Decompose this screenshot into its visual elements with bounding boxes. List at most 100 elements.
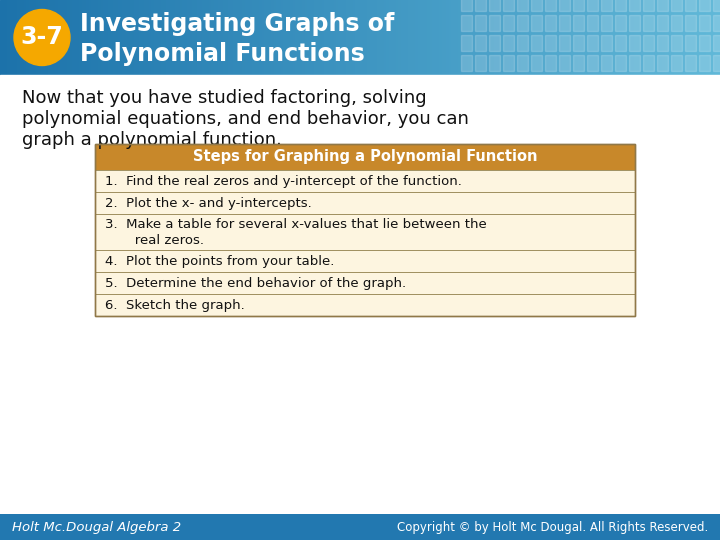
Polygon shape	[84, 0, 86, 75]
FancyBboxPatch shape	[95, 250, 635, 272]
Polygon shape	[153, 0, 156, 75]
Polygon shape	[552, 0, 554, 75]
Polygon shape	[675, 0, 677, 75]
Polygon shape	[336, 0, 338, 75]
FancyBboxPatch shape	[95, 192, 635, 214]
Polygon shape	[329, 0, 331, 75]
Text: 6.  Sketch the graph.: 6. Sketch the graph.	[105, 299, 245, 312]
Polygon shape	[199, 0, 202, 75]
Polygon shape	[686, 0, 689, 75]
Polygon shape	[202, 0, 204, 75]
Polygon shape	[382, 0, 384, 75]
Polygon shape	[513, 0, 516, 75]
Polygon shape	[487, 0, 490, 75]
Polygon shape	[216, 0, 218, 75]
Polygon shape	[713, 0, 720, 11]
Polygon shape	[163, 0, 166, 75]
Polygon shape	[103, 0, 106, 75]
Polygon shape	[672, 0, 675, 75]
Polygon shape	[657, 0, 668, 11]
Polygon shape	[175, 0, 178, 75]
Polygon shape	[699, 55, 710, 71]
Polygon shape	[362, 0, 365, 75]
Polygon shape	[223, 0, 225, 75]
Polygon shape	[489, 55, 500, 71]
Polygon shape	[528, 0, 531, 75]
Polygon shape	[713, 0, 715, 75]
Polygon shape	[587, 55, 598, 71]
Polygon shape	[233, 0, 235, 75]
Polygon shape	[646, 0, 648, 75]
Polygon shape	[526, 0, 528, 75]
Polygon shape	[369, 0, 372, 75]
Polygon shape	[5, 0, 7, 75]
Polygon shape	[466, 0, 468, 75]
Polygon shape	[377, 0, 379, 75]
Polygon shape	[405, 0, 408, 75]
Polygon shape	[634, 0, 636, 75]
Polygon shape	[367, 0, 369, 75]
Polygon shape	[245, 0, 247, 75]
Polygon shape	[641, 0, 643, 75]
Polygon shape	[643, 0, 646, 75]
Text: 3-7: 3-7	[21, 25, 63, 50]
Polygon shape	[516, 0, 518, 75]
Polygon shape	[509, 0, 511, 75]
Polygon shape	[531, 0, 533, 75]
Polygon shape	[477, 0, 480, 75]
Polygon shape	[576, 0, 578, 75]
Polygon shape	[617, 0, 619, 75]
Polygon shape	[132, 0, 135, 75]
Polygon shape	[504, 0, 506, 75]
Polygon shape	[230, 0, 233, 75]
Polygon shape	[587, 35, 598, 51]
Polygon shape	[250, 0, 252, 75]
Polygon shape	[468, 0, 470, 75]
Polygon shape	[444, 0, 446, 75]
Polygon shape	[9, 0, 12, 75]
Polygon shape	[243, 0, 245, 75]
Polygon shape	[257, 0, 259, 75]
Text: graph a polynomial function.: graph a polynomial function.	[22, 131, 282, 149]
Polygon shape	[451, 0, 454, 75]
Polygon shape	[297, 0, 300, 75]
FancyBboxPatch shape	[95, 294, 635, 316]
Polygon shape	[279, 0, 281, 75]
Polygon shape	[475, 55, 486, 71]
Polygon shape	[475, 0, 486, 11]
Polygon shape	[689, 0, 691, 75]
Polygon shape	[521, 0, 523, 75]
Polygon shape	[517, 0, 528, 11]
Polygon shape	[615, 15, 626, 31]
Polygon shape	[567, 0, 569, 75]
Polygon shape	[671, 35, 682, 51]
Polygon shape	[319, 0, 322, 75]
Polygon shape	[600, 0, 603, 75]
Polygon shape	[503, 15, 514, 31]
Polygon shape	[130, 0, 132, 75]
Polygon shape	[410, 0, 413, 75]
Text: 4.  Plot the points from your table.: 4. Plot the points from your table.	[105, 254, 334, 267]
Polygon shape	[146, 0, 149, 75]
Polygon shape	[379, 0, 382, 75]
Polygon shape	[166, 0, 168, 75]
Polygon shape	[711, 0, 713, 75]
Polygon shape	[657, 35, 668, 51]
Polygon shape	[639, 0, 641, 75]
Polygon shape	[490, 0, 492, 75]
Polygon shape	[685, 0, 696, 11]
Polygon shape	[214, 0, 216, 75]
Polygon shape	[535, 0, 538, 75]
Polygon shape	[360, 0, 362, 75]
Polygon shape	[161, 0, 163, 75]
Polygon shape	[29, 0, 31, 75]
Polygon shape	[461, 15, 472, 31]
Polygon shape	[601, 15, 612, 31]
Polygon shape	[384, 0, 387, 75]
Polygon shape	[108, 0, 110, 75]
Polygon shape	[578, 0, 581, 75]
Polygon shape	[125, 0, 127, 75]
Polygon shape	[657, 55, 668, 71]
Polygon shape	[101, 0, 103, 75]
Polygon shape	[624, 0, 626, 75]
